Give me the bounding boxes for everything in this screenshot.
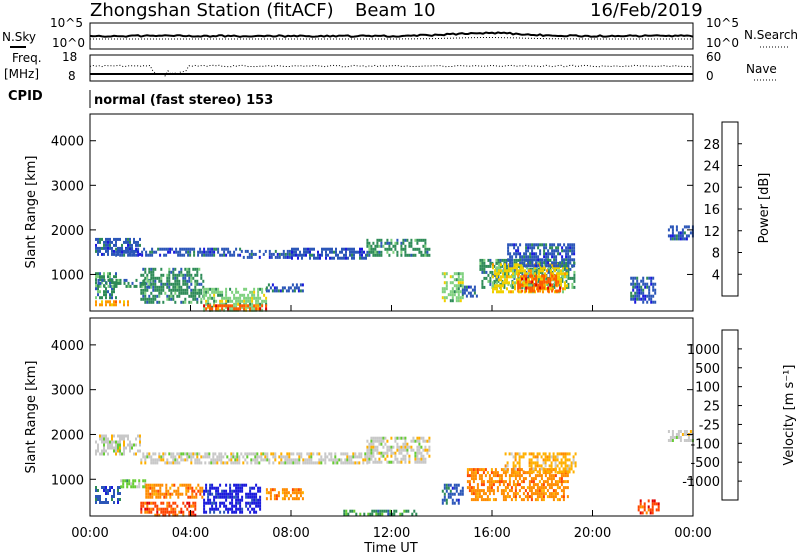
- freq-unit-label: [MHz]: [4, 67, 39, 81]
- power-region-16: [517, 274, 562, 293]
- power-region-4: [366, 238, 431, 257]
- freq-left-tick-top: 18: [62, 50, 77, 64]
- colorbar-frame: [721, 329, 739, 501]
- velocity-region-1: [140, 452, 369, 465]
- power-region-13: [461, 285, 478, 298]
- colorbar-tick-label: 16: [703, 203, 720, 218]
- noise-left-tick-bottom: 10^0: [52, 36, 85, 50]
- colorbar-tick-label: -100: [690, 437, 720, 452]
- power-colorbar-label: Power [dB]: [757, 173, 772, 244]
- velocity-region-10: [441, 483, 464, 505]
- velocity-region-13: [637, 499, 660, 515]
- velocity-region-7: [140, 501, 197, 517]
- colorbar-tick-label: -500: [690, 456, 720, 471]
- noise-search-label: N.Search: [744, 28, 798, 42]
- colorbar-tick-label: 8: [712, 247, 720, 262]
- power-region-12: [441, 272, 464, 303]
- velocity-region-2: [366, 436, 431, 464]
- time-axis: 00:00 04:00 08:00 12:00 16:00 20:00 00:00: [71, 305, 712, 541]
- velocity-region-3: [95, 486, 121, 504]
- freq-right-tick-top: 60: [706, 50, 721, 64]
- ytick-label: 1000: [51, 268, 84, 283]
- ytick-label: 2000: [51, 428, 84, 443]
- velocity-colorbar-label: Velocity [m s⁻¹]: [782, 365, 797, 466]
- colorbar-tick-label: 1000: [687, 343, 720, 358]
- power-region-17: [507, 243, 576, 268]
- xtick-label: 16:00: [473, 526, 510, 541]
- colorbar-tick-label: 24: [703, 160, 720, 175]
- noise-sky-label: N.Sky: [2, 30, 36, 44]
- power-region-11: [265, 283, 304, 293]
- xtick-label: 12:00: [373, 526, 410, 541]
- colorbar-tick-label: 20: [703, 181, 720, 196]
- power-panel: 1000 2000 3000 4000 Slant Range [km] 4 8 12 16…: [24, 113, 772, 312]
- velocity-region-12: [504, 452, 577, 474]
- xtick-label: 00:00: [71, 526, 108, 541]
- freq-right-tick-bottom: 0: [706, 69, 714, 83]
- velocity-panel: 1000 2000 3000 4000 Slant Range [km] 1000 50…: [24, 317, 797, 517]
- velocity-region-0: [95, 434, 141, 456]
- colorbar-tick-label: 500: [695, 362, 720, 377]
- cpid-label: CPID: [8, 89, 43, 104]
- colorbar-tick-label: 12: [703, 225, 720, 240]
- ytick-label: 3000: [51, 179, 84, 194]
- noise-right-tick-top: 10^5: [706, 16, 739, 30]
- velocity-region-9: [343, 509, 418, 516]
- power-region-3: [291, 247, 367, 260]
- power-region-10: [203, 304, 268, 311]
- beam-title: Beam 10: [355, 0, 436, 21]
- cpid-value: normal (fast stereo) 153: [94, 93, 273, 108]
- date-title: 16/Feb/2019: [590, 0, 703, 21]
- velocity-region-6: [203, 483, 262, 514]
- colorbar-frame: [721, 121, 739, 297]
- power-region-2: [240, 249, 293, 259]
- velocity-ylabel: Slant Range [km]: [24, 361, 39, 474]
- ytick-label: 4000: [51, 339, 84, 354]
- xtick-label: 20:00: [574, 526, 611, 541]
- ytick-label: 1000: [51, 473, 84, 488]
- xtick-label: 08:00: [272, 526, 309, 541]
- power-region-1: [115, 247, 242, 257]
- velocity-region-4: [120, 479, 147, 489]
- ytick-label: 2000: [51, 224, 84, 239]
- station-title: Zhongshan Station (fitACF): [90, 0, 334, 21]
- velocity-region-5: [145, 483, 204, 499]
- noise-right-tick-bottom: 10^0: [706, 36, 739, 50]
- cpid-panel: CPID normal (fast stereo) 153: [8, 89, 273, 108]
- colorbar-tick-label: -1000: [682, 475, 720, 490]
- xtick-label: 04:00: [172, 526, 209, 541]
- freq-left-tick-bottom: 8: [68, 69, 76, 83]
- colorbar-tick-label: 100: [695, 381, 720, 396]
- xtick-label: 00:00: [674, 526, 711, 541]
- colorbar-tick-label: -25: [699, 418, 720, 433]
- colorbar-tick-label: 25: [703, 400, 720, 415]
- freq-label: Freq.: [12, 51, 42, 65]
- frequency-panel: Freq. [MHz] 18 8 60 0 Nave: [4, 50, 777, 83]
- ytick-label: 4000: [51, 135, 84, 150]
- time-axis-label: Time UT: [363, 541, 417, 554]
- velocity-region-8: [265, 488, 304, 501]
- ytick-label: 3000: [51, 384, 84, 399]
- noise-left-tick-top: 10^5: [50, 16, 83, 30]
- nave-label: Nave: [746, 62, 777, 76]
- noise-panel: N.Sky 10^5 10^0 10^5 10^0 N.Search: [2, 16, 798, 50]
- power-region-18: [630, 276, 657, 304]
- colorbar-tick-label: 4: [712, 268, 720, 283]
- power-region-6: [95, 300, 129, 307]
- power-ylabel: Slant Range [km]: [24, 156, 39, 269]
- colorbar-tick-label: 28: [703, 138, 720, 153]
